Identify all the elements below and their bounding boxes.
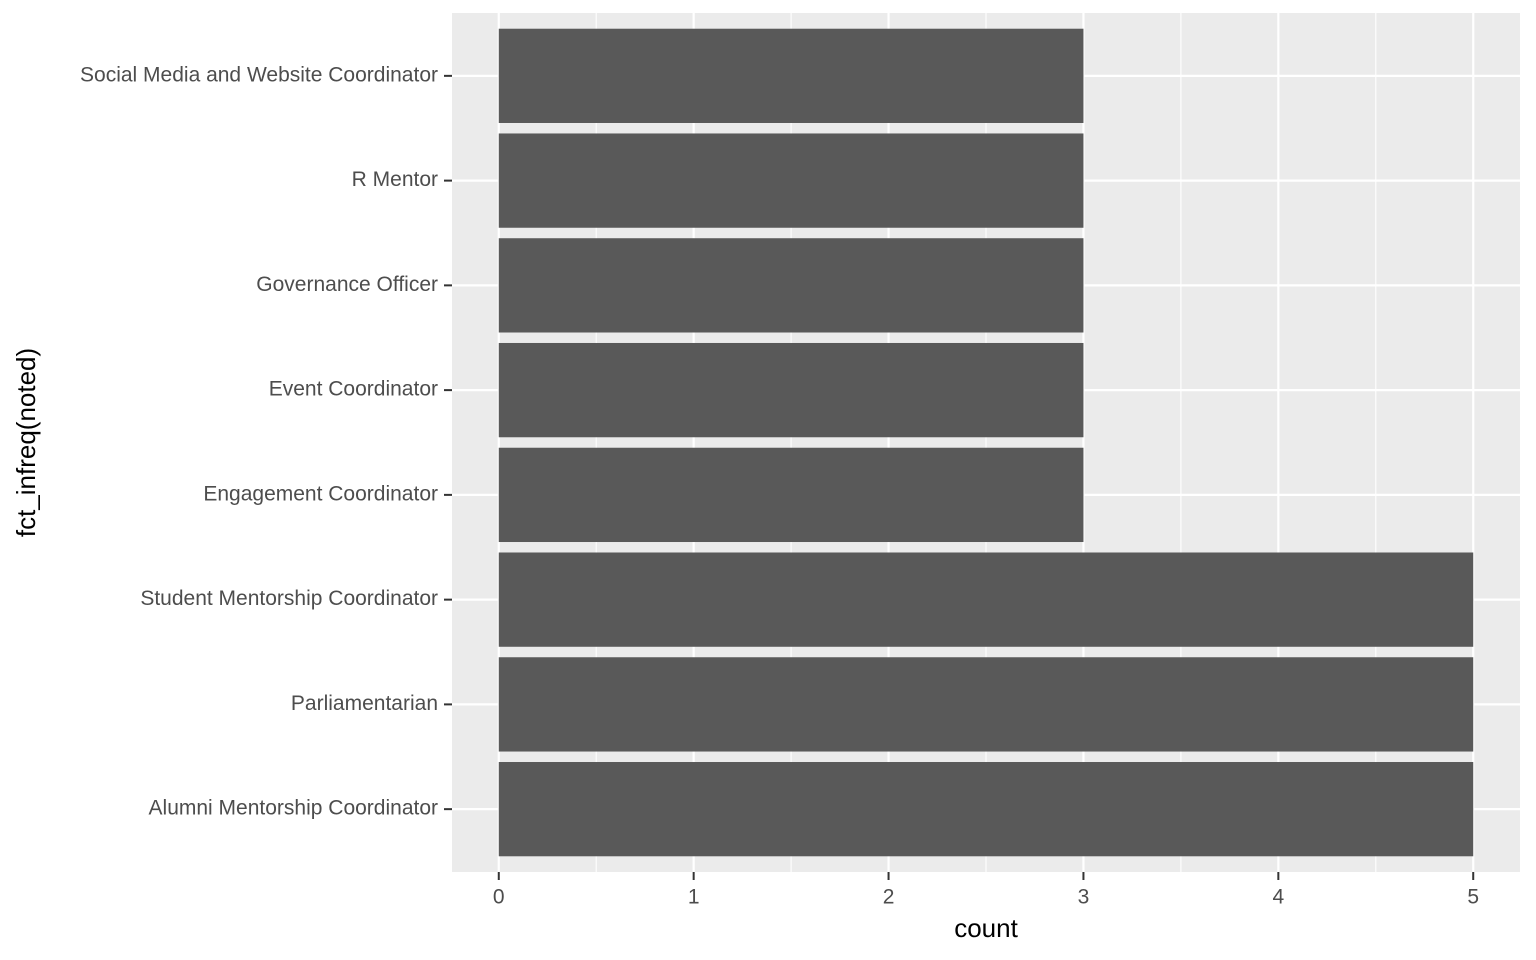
x-tick-label: 3: [1078, 886, 1090, 909]
y-axis-title: fct_infreq(noted): [11, 348, 41, 537]
bar: [498, 657, 1474, 752]
x-axis-title: count: [954, 913, 1018, 943]
y-tick-label: R Mentor: [352, 168, 438, 191]
y-tick-label: Engagement Coordinator: [203, 482, 438, 505]
bar: [498, 238, 1084, 333]
y-axis: Alumni Mentorship Coordinator Parliamenta…: [80, 63, 452, 820]
bar: [498, 552, 1474, 647]
x-tick-label: 0: [493, 886, 505, 909]
bar: [498, 762, 1474, 857]
x-tick-label: 5: [1467, 886, 1479, 909]
y-tick-label: Alumni Mentorship Coordinator: [149, 797, 438, 820]
bars: [498, 28, 1474, 857]
y-tick-label: Social Media and Website Coordinator: [80, 63, 438, 86]
y-tick-label: Student Mentorship Coordinator: [140, 587, 438, 610]
y-tick-label: Governance Officer: [256, 273, 438, 296]
x-tick-label: 1: [688, 886, 700, 909]
x-tick-label: 2: [883, 886, 895, 909]
x-axis: 0 1 2 3 4 5: [493, 872, 1479, 909]
bar: [498, 447, 1084, 543]
bar: [498, 28, 1084, 123]
bar: [498, 133, 1084, 228]
y-tick-label: Parliamentarian: [291, 692, 438, 715]
x-tick-label: 4: [1272, 886, 1284, 909]
bar: [498, 342, 1084, 438]
y-tick-label: Event Coordinator: [269, 378, 438, 401]
